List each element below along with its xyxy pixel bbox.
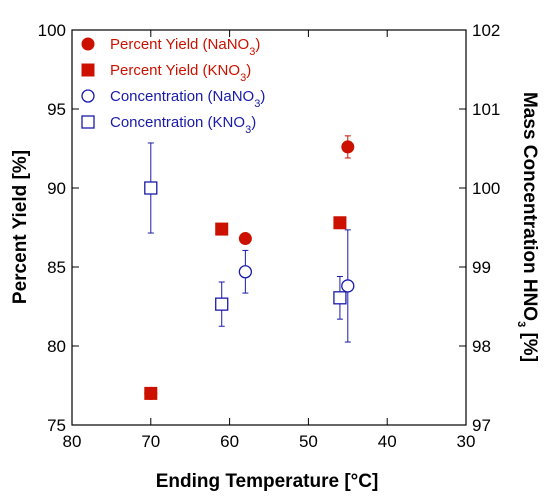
y-left-tick-label: 85 [47,258,66,277]
legend-marker [81,63,95,77]
legend-label: Percent Yield (KNO3) [110,62,251,84]
legend-label: Concentration (KNO3) [110,114,256,136]
data-point [238,265,253,279]
plot-frame [71,29,467,426]
y-right-tick-label: 100 [472,179,500,198]
x-tick-label: 60 [220,432,239,451]
data-point [341,279,355,293]
y-left-tick-label: 80 [47,337,66,356]
data-point [341,140,355,154]
y-right-tick-label: 101 [472,100,500,119]
x-axis-title: Ending Temperature [°C] [156,471,379,492]
data-point [144,386,158,400]
legend-marker [81,37,95,51]
legend-marker [81,115,95,129]
axis-ticks [71,29,467,426]
data-points [144,140,355,400]
data-point [215,297,229,311]
y-left-tick-label: 95 [47,100,66,119]
data-point [333,291,347,305]
y-axis-right-title: Mass Concentration HNO3 [%] [515,92,540,362]
y-right-tick-label: 99 [472,258,491,277]
y-right-tick-label: 97 [472,416,491,435]
legend: Percent Yield (NaNO3) Percent Yield (KNO3… [81,36,265,136]
y-right-tick-label: 102 [472,21,500,40]
y-left-tick-label: 100 [38,21,66,40]
y-axis-right-title-sub: 3 [515,321,527,327]
data-point [144,181,158,195]
x-tick-label: 80 [63,432,82,451]
y-axis-right-title-main: Mass Concentration HNO [519,92,540,321]
plot-border [71,29,467,426]
y-axis-right-title-tail: [%] [519,327,540,362]
data-point [238,232,252,246]
legend-marker [81,89,95,103]
data-point [333,216,347,230]
x-tick-label: 70 [141,432,160,451]
y-right-tick-label: 98 [472,337,491,356]
y-left-tick-label: 75 [47,416,66,435]
x-tick-label: 30 [457,432,476,451]
y-left-tick-label: 90 [47,179,66,198]
legend-label: Percent Yield (NaNO3) [110,36,260,58]
data-point [215,222,229,236]
y-axis-left-title: Percent Yield [%] [10,150,31,304]
x-tick-label: 50 [299,432,318,451]
legend-label: Concentration (NaNO3) [110,88,265,110]
x-tick-label: 40 [378,432,397,451]
